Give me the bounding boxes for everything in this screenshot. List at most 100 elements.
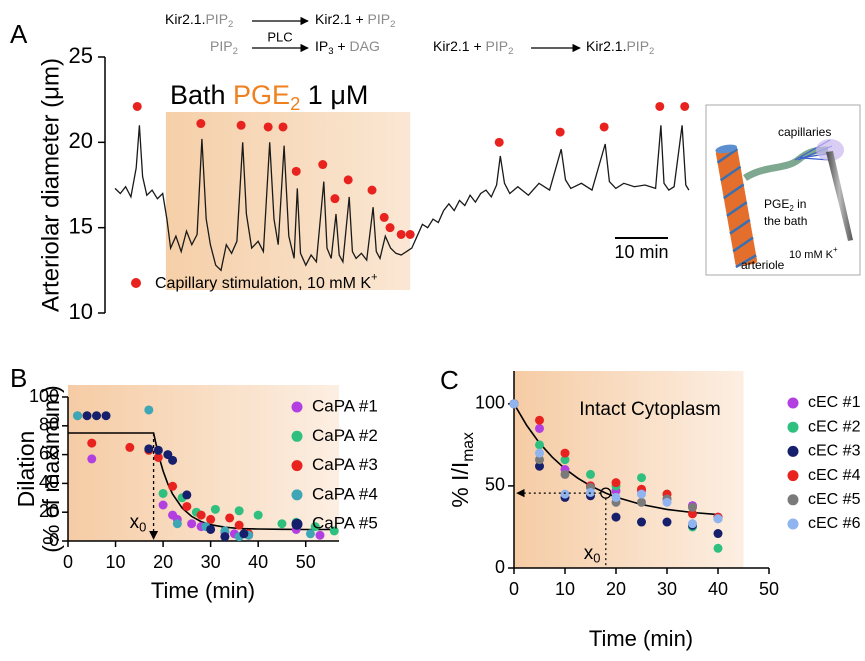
data-point [101,411,111,421]
data-point [125,442,135,452]
data-point [637,517,646,527]
inset-label-part: 2 [789,204,794,213]
data-point [637,497,646,507]
x-tick-label: 0 [509,579,519,599]
reaction-reactant-part: 2 [233,46,238,57]
stimulation-dot [343,175,353,185]
reaction-reactant-part: 2 [508,46,513,57]
stimulation-dot [236,120,246,130]
data-point [713,529,723,539]
bath-region [165,112,411,290]
data-point [535,455,544,465]
stimulation-dot [263,122,273,132]
inset-label: 10 mM K+ [789,245,838,261]
stimulation-dot [367,185,377,195]
reaction-reactant-part: PIP [486,38,509,54]
x-tick-label: 30 [201,552,221,572]
data-point [329,526,339,536]
x-tick-label: 20 [153,552,173,572]
data-point [688,502,697,512]
data-point [234,506,244,516]
data-point [713,514,723,524]
reaction-product-part: Kir2.1. [586,38,626,54]
trace [114,125,690,272]
stimulation-dot [405,229,415,239]
data-point [172,519,182,529]
x0-point [600,487,612,499]
legend-label: CaPA #1 [312,396,378,415]
reaction-reactant: PIP2 [210,38,238,57]
inset-label-part: + [833,245,838,254]
data-point [611,492,621,502]
x-tick-label: 20 [606,579,626,599]
data-point [611,512,621,522]
legend-marker [787,470,799,482]
y-tick-label: 0 [495,557,505,577]
legend-marker [787,421,799,433]
x0-label-part: x [130,512,140,533]
x0-label: x0 [130,512,147,535]
inset-label-part: capillaries [778,125,831,139]
y-tick-label: 80 [39,415,59,435]
reaction-product: Kir2.1.PIP2 [586,38,654,57]
inset-label-part: arteriole [741,258,785,272]
legend-marker [291,518,303,530]
legend-label-part: Capillary stimulation, 10 mM K [155,275,371,292]
reaction-product-part: 2 [390,19,395,30]
legend-label: CaPA #4 [312,484,378,503]
stimulation-dot [330,194,340,204]
y-tick-label: 40 [39,472,59,492]
data-point [310,522,320,532]
data-point [535,440,544,450]
data-point [535,448,544,458]
stimulation-dot [599,122,609,132]
data-point [168,455,178,465]
stimulation-dot [494,137,504,147]
reaction-product: Kir2.1 + PIP2 [315,11,395,30]
legend-marker [787,518,799,530]
y-tick-label: 25 [69,43,93,68]
reaction-reactant-part: PIP [205,11,228,27]
x-axis-label: Time (min) [151,578,255,603]
capillary-branches [794,139,834,161]
data-point [305,529,315,539]
bath-label-part: 1 μM [300,80,368,110]
legend-label: CaPA #3 [312,455,378,474]
legend-marker [291,401,303,413]
y-axis-label: Arteriolar diameter (μm) [37,58,64,312]
data-point [509,399,519,409]
x0-label: x0 [584,543,601,566]
data-point [688,509,697,519]
data-point [234,520,244,530]
reaction-reactant: Kir2.1.PIP2 [165,11,233,30]
x-tick-label: 50 [759,579,779,599]
legend-label: cEC #6 [808,515,861,532]
reaction-reactant-part: Kir2.1. [165,11,205,27]
reaction-product-part: + [334,38,350,54]
bath-label-part: Bath [170,80,233,110]
legend-label: cEC #4 [808,467,861,484]
data-point [144,405,154,415]
stimulation-dot [132,101,142,111]
legend-marker [787,494,799,506]
y-tick-label: 20 [69,128,93,153]
y-axis-label-part: max [460,432,477,462]
stimulation-dot [396,229,406,239]
data-point [611,478,621,488]
data-point [560,469,570,479]
data-point [688,519,697,529]
reaction-enzyme: PLC [267,29,292,44]
x-tick-label: 40 [248,552,268,572]
data-point [153,452,163,462]
data-point [560,489,570,499]
stimulation-dot [385,223,395,233]
bath-label: Bath PGE2 1 μM [170,80,368,114]
data-point [586,469,595,479]
data-point [662,517,672,527]
data-point [560,455,570,465]
data-point [196,510,206,520]
inset-label-part: the bath [764,214,807,228]
stimulation-dot [379,212,389,222]
data-point [637,473,646,483]
